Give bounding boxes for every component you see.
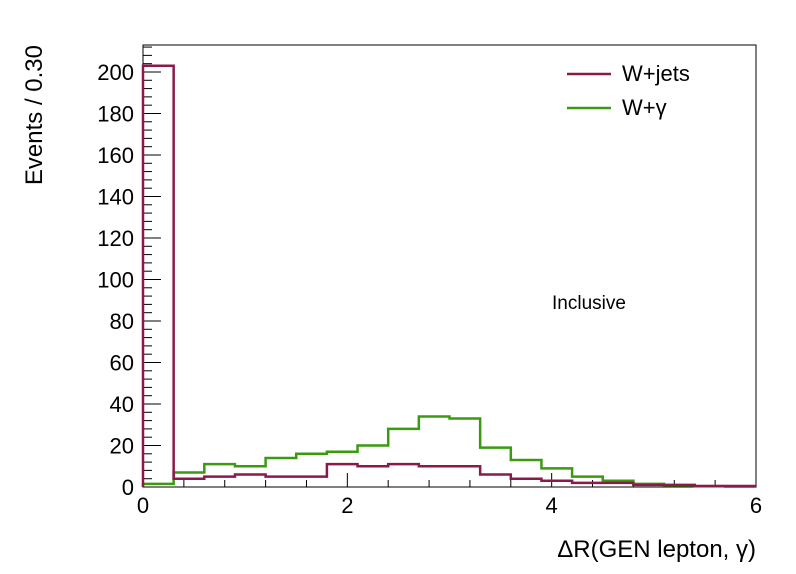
- y-tick-label: 200: [97, 60, 134, 85]
- y-axis-title: Events / 0.30: [21, 45, 48, 185]
- y-tick-label: 60: [110, 350, 134, 375]
- y-tick-label: 20: [110, 433, 134, 458]
- y-tick-label: 120: [97, 226, 134, 251]
- legend-label-wjets: W+jets: [622, 61, 690, 86]
- x-tick-label: 6: [750, 493, 762, 518]
- x-tick-label: 4: [546, 493, 558, 518]
- x-tick-label: 0: [137, 493, 149, 518]
- legend-label-wgamma: W+γ: [622, 95, 667, 120]
- y-tick-label: 0: [122, 475, 134, 500]
- y-tick-label: 40: [110, 392, 134, 417]
- y-tick-label: 180: [97, 101, 134, 126]
- series-line-wjets: [141, 64, 756, 488]
- y-tick-label: 160: [97, 143, 134, 168]
- series-layer: [141, 64, 756, 488]
- annotation-inclusive: Inclusive: [552, 293, 626, 314]
- x-axis-title: ΔR(GEN lepton, γ): [557, 536, 756, 563]
- legend: W+jets W+γ: [567, 61, 690, 120]
- y-tick-label: 80: [110, 309, 134, 334]
- y-tick-label: 100: [97, 267, 134, 292]
- x-tick-label: 2: [341, 493, 353, 518]
- y-tick-label: 140: [97, 184, 134, 209]
